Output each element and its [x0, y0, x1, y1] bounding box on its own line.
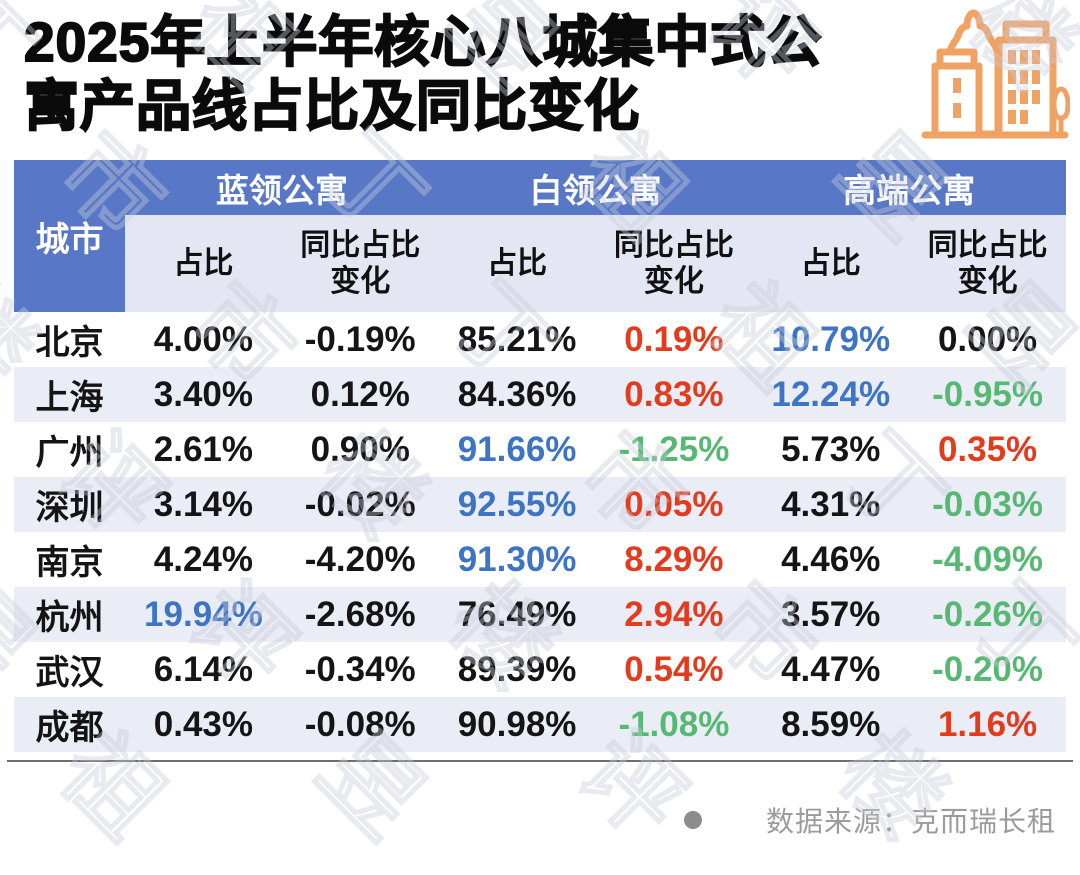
- value-cell: 4.24%: [153, 539, 254, 579]
- value-cell: -0.26%: [932, 594, 1044, 634]
- city-label: 杭州: [35, 599, 104, 637]
- value-cell: 4.46%: [781, 539, 881, 579]
- value-cell: -0.20%: [932, 649, 1044, 689]
- value-cell: 4.31%: [781, 484, 881, 524]
- city-label: 上海: [35, 379, 104, 417]
- value-cell: -0.34%: [304, 649, 416, 689]
- value-cell: 2.94%: [624, 594, 724, 634]
- value-cell: 2.61%: [153, 429, 254, 469]
- value-cell: 76.49%: [457, 594, 577, 634]
- value-cell: 8.59%: [781, 704, 881, 744]
- value-cell: -0.02%: [304, 484, 416, 524]
- value-cell: -4.20%: [304, 539, 416, 579]
- value-cell: 0.83%: [624, 374, 724, 414]
- value-cell: 91.66%: [457, 429, 577, 469]
- value-cell: 0.12%: [310, 374, 410, 414]
- city-label: 武汉: [35, 654, 104, 692]
- table-row: 成都 0.43% -0.08% 90.98% -1.08% 8.59% 1.16%: [14, 697, 1066, 752]
- column-header-city: 城市: [14, 160, 125, 312]
- value-cell: 10.79%: [771, 319, 891, 359]
- value-cell: 89.39%: [457, 649, 577, 689]
- value-cell: -0.08%: [304, 704, 416, 744]
- source-bullet-dot: [683, 811, 702, 829]
- value-cell: 0.90%: [310, 429, 410, 469]
- value-cell: 0.43%: [153, 704, 254, 744]
- watermark-glyph: 评: [1075, 96, 1080, 262]
- table-row: 上海 3.40% 0.12% 84.36% 0.83% 12.24% -0.95%: [14, 367, 1066, 422]
- subheader-blue-share: 占比: [125, 215, 282, 312]
- value-cell: 0.00%: [937, 319, 1038, 359]
- value-cell: 85.21%: [457, 319, 577, 359]
- value-cell: 3.40%: [153, 374, 254, 414]
- value-cell: 1.16%: [937, 704, 1038, 744]
- group-header-high-end: 高端公寓: [752, 160, 1066, 215]
- subheader-white-share: 占比: [438, 215, 596, 312]
- table-row: 广州 2.61% 0.90% 91.66% -1.25% 5.73% 0.35%: [14, 422, 1066, 477]
- page-title: 2025年上半年核心八城集中式公 寓产品线占比及同比变化: [23, 10, 904, 139]
- watermark-glyph: 市: [1075, 696, 1080, 862]
- watermark-glyph: 祖: [1075, 396, 1080, 562]
- city-label: 南京: [35, 544, 104, 582]
- value-cell: 0.54%: [624, 649, 724, 689]
- value-cell: -0.19%: [304, 319, 416, 359]
- value-cell: 3.57%: [781, 594, 881, 634]
- subheader-highend-share: 占比: [752, 215, 910, 312]
- value-cell: 0.05%: [624, 484, 724, 524]
- table-body: 北京 4.00% -0.19% 85.21% 0.19% 10.79% 0.00% 上海 3.4…: [14, 312, 1066, 752]
- city-label: 广州: [35, 434, 104, 472]
- table-row: 北京 4.00% -0.19% 85.21% 0.19% 10.79% 0.00%: [14, 312, 1066, 367]
- subheader-white-yoy: 同比占比变化: [595, 215, 753, 312]
- value-cell: 3.14%: [153, 484, 254, 524]
- sub-header-row: 占比 同比占比变化 占比 同比占比变化 占比 同比占比变化: [14, 215, 1066, 312]
- value-cell: 84.36%: [457, 374, 577, 414]
- subheader-blue-yoy: 同比占比变化: [281, 215, 439, 312]
- value-cell: 0.19%: [624, 319, 724, 359]
- apartment-share-table: 城市 蓝领公寓 白领公寓 高端公寓 占比 同比占比变化 占比 同比占比变化 占比…: [14, 160, 1066, 752]
- value-cell: 6.14%: [153, 649, 254, 689]
- city-label: 深圳: [35, 489, 104, 527]
- value-cell: -1.08%: [618, 704, 730, 744]
- value-cell: -0.95%: [932, 374, 1044, 414]
- value-cell: -4.09%: [932, 539, 1044, 579]
- data-source-text: 数据来源：克而瑞长租: [765, 806, 1056, 837]
- group-header-blue-collar: 蓝领公寓: [125, 160, 439, 215]
- value-cell: 4.00%: [153, 319, 254, 359]
- value-cell: -0.03%: [932, 484, 1044, 524]
- value-cell: 4.47%: [781, 649, 881, 689]
- value-cell: 90.98%: [457, 704, 577, 744]
- value-cell: 0.35%: [937, 429, 1038, 469]
- value-cell: 5.73%: [781, 429, 881, 469]
- value-cell: -1.25%: [618, 429, 730, 469]
- city-buildings-icon: [915, 4, 1071, 144]
- subheader-highend-yoy: 同比占比变化: [909, 215, 1066, 312]
- table-bottom-divider: [7, 760, 1073, 762]
- value-cell: 91.30%: [457, 539, 577, 579]
- table-row: 南京 4.24% -4.20% 91.30% 8.29% 4.46% -4.09%: [14, 532, 1066, 587]
- table-row: 武汉 6.14% -0.34% 89.39% 0.54% 4.47% -0.20%: [14, 642, 1066, 697]
- title-line-1: 2025年上半年核心八城集中式公: [23, 10, 823, 74]
- group-header-row: 城市 蓝领公寓 白领公寓 高端公寓: [14, 160, 1066, 312]
- source-footer: 数据来源：克而瑞长租: [0, 800, 1056, 840]
- building-windows: [953, 50, 1040, 124]
- value-cell: 92.55%: [457, 484, 577, 524]
- value-cell: 8.29%: [624, 539, 724, 579]
- title-line-2: 寓产品线占比及同比变化: [23, 74, 641, 138]
- value-cell: -2.68%: [304, 594, 416, 634]
- city-label: 成都: [35, 709, 104, 747]
- value-cell: 12.24%: [771, 374, 891, 414]
- table-row: 深圳 3.14% -0.02% 92.55% 0.05% 4.31% -0.03%: [14, 477, 1066, 532]
- city-label: 北京: [35, 324, 104, 362]
- group-header-white-collar: 白领公寓: [438, 160, 753, 215]
- value-cell: 19.94%: [144, 594, 263, 634]
- table-row: 杭州 19.94% -2.68% 76.49% 2.94% 3.57% -0.26%: [14, 587, 1066, 642]
